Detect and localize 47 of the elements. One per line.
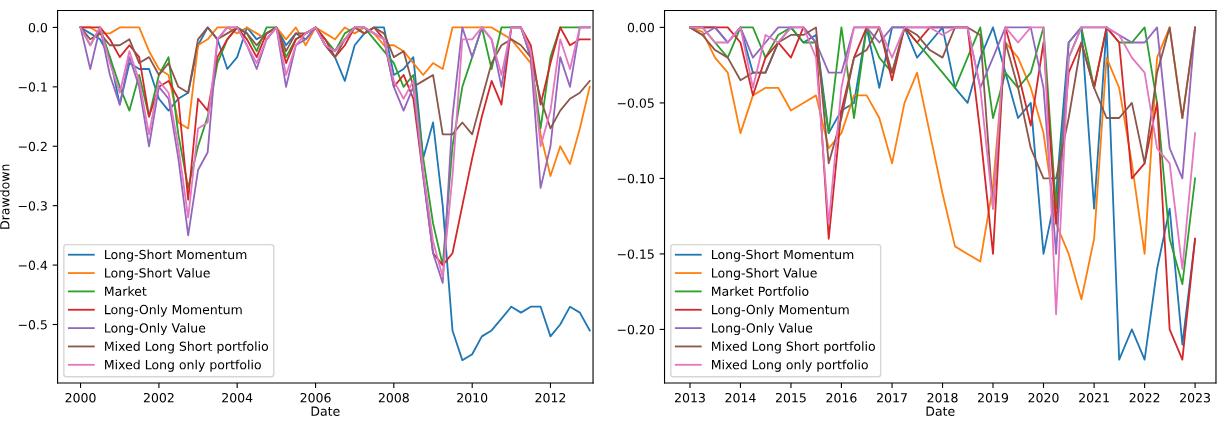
y-axis-title: Drawdown	[0, 164, 10, 229]
x-tick-label: 2013	[674, 392, 705, 403]
legend-label: Long-Only Value	[712, 322, 813, 336]
x-tick-label: 2015	[775, 392, 806, 403]
legend-label: Mixed Long Short portfolio	[712, 341, 875, 354]
x-axis-title: Date	[311, 406, 340, 416]
y-tick-label: −0.4	[18, 260, 48, 271]
y-tick-label: −0.3	[18, 201, 47, 211]
legend-label: Long-Short Momentum	[105, 249, 247, 262]
x-tick-label: 2002	[143, 392, 174, 403]
legend-label: Mixed Long only portfolio	[712, 359, 868, 372]
y-tick-label: −0.20	[617, 324, 654, 335]
x-tick-label: 2004	[222, 392, 253, 403]
x-tick-label: 2022	[1129, 392, 1160, 403]
legend-label: Long-Short Value	[712, 267, 817, 281]
legend-label: Mixed Long Short portfolio	[105, 341, 269, 354]
x-tick-label: 2017	[877, 392, 907, 403]
x-axis-title: Date	[926, 406, 955, 416]
line-series	[79, 26, 591, 136]
y-tick-label: −0.5	[18, 319, 47, 330]
y-tick-label: −0.1	[18, 82, 47, 92]
x-tick-label: 2023	[1180, 392, 1210, 403]
legend-label: Long-Only Momentum	[105, 304, 242, 317]
y-tick-label: −0.05	[617, 98, 654, 108]
x-tick-label: 2006	[300, 392, 331, 403]
y-tick-label: −0.10	[617, 173, 654, 184]
y-tick-label: −0.2	[18, 141, 47, 152]
y-tick-label: −0.15	[617, 249, 654, 259]
y-tick-label: 0.0	[28, 22, 48, 33]
legend-label: Long-Short Momentum	[712, 249, 854, 262]
x-tick-label: 2021	[1079, 392, 1109, 403]
legend-label: Long-Short Value	[105, 267, 210, 281]
legend-label: Long-Only Value	[105, 322, 206, 336]
x-tick-label: 2020	[1028, 392, 1059, 403]
x-tick-label: 2019	[978, 392, 1009, 403]
y-tick-label: 0.00	[627, 22, 654, 33]
x-tick-label: 2010	[457, 392, 488, 403]
x-tick-label: 2012	[535, 392, 566, 403]
x-tick-label: 2000	[65, 392, 96, 403]
legend-label: Market Portfolio	[712, 286, 809, 296]
x-tick-label: 2014	[725, 392, 756, 403]
x-tick-label: 2008	[378, 392, 409, 403]
x-tick-label: 2018	[927, 392, 958, 403]
x-tick-label: 2016	[826, 392, 857, 403]
legend-label: Long-Only Momentum	[712, 304, 849, 317]
legend-label: Mixed Long only portfolio	[105, 359, 261, 372]
legend-label: Market	[105, 286, 147, 296]
